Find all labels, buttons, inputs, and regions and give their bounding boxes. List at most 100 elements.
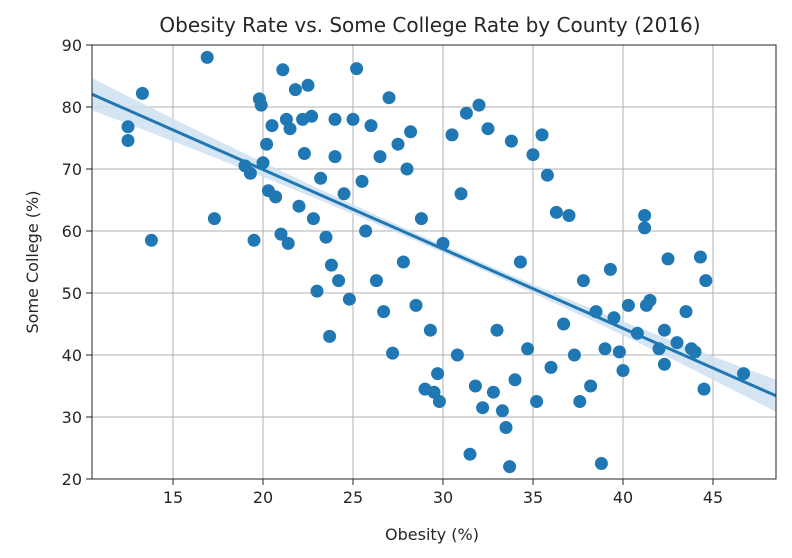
data-point: [243, 166, 257, 180]
data-point: [328, 112, 342, 126]
data-point: [616, 364, 630, 377]
x-tick-label: 25: [343, 488, 363, 507]
data-point: [679, 305, 693, 319]
data-point: [468, 379, 482, 393]
data-point: [274, 227, 288, 241]
data-point: [490, 323, 504, 337]
x-tick-label: 35: [523, 488, 543, 507]
y-tick-label: 70: [62, 160, 82, 179]
data-point: [288, 83, 302, 97]
data-point: [544, 360, 558, 374]
data-point: [612, 345, 626, 359]
data-point: [486, 385, 500, 399]
data-point: [535, 128, 549, 142]
data-point: [454, 187, 468, 201]
data-point: [414, 212, 428, 226]
x-tick-label: 20: [253, 488, 273, 507]
y-tick-label: 30: [62, 408, 82, 427]
y-tick-label: 50: [62, 284, 82, 303]
data-point: [508, 373, 522, 387]
data-point: [638, 221, 652, 235]
data-point: [337, 187, 351, 201]
data-point: [699, 274, 713, 288]
data-point: [638, 209, 652, 222]
data-point: [364, 119, 378, 133]
data-point: [342, 292, 356, 306]
data-point: [207, 212, 221, 226]
data-point: [373, 150, 387, 164]
data-point: [382, 91, 396, 105]
data-point: [670, 336, 684, 350]
data-point: [549, 205, 563, 219]
data-point: [281, 236, 295, 250]
data-point: [540, 168, 554, 182]
data-point: [256, 156, 270, 170]
data-point: [445, 128, 459, 142]
data-point: [269, 190, 283, 204]
data-point: [283, 122, 297, 136]
data-point: [400, 162, 414, 176]
data-point: [513, 255, 527, 269]
data-point: [323, 329, 337, 343]
data-point: [260, 137, 274, 151]
y-axis-label: Some College (%): [23, 191, 42, 334]
regression-line: [92, 92, 776, 398]
data-point: [276, 63, 290, 77]
data-point: [377, 305, 391, 319]
data-point: [607, 311, 621, 325]
data-point: [504, 134, 518, 148]
data-point: [530, 395, 544, 408]
data-point: [200, 50, 214, 64]
data-point: [314, 171, 328, 185]
plot-frame: [91, 44, 777, 480]
data-point: [737, 367, 751, 381]
data-point: [297, 147, 311, 160]
data-point: [657, 357, 671, 371]
data-point: [657, 323, 671, 337]
data-point: [431, 367, 445, 381]
data-point: [319, 230, 333, 244]
data-point: [144, 233, 158, 247]
data-point: [557, 317, 571, 331]
data-point: [495, 404, 509, 418]
data-point: [603, 262, 617, 276]
data-point: [391, 137, 405, 151]
data-point: [247, 233, 261, 247]
data-point: [499, 421, 513, 434]
data-point: [301, 78, 315, 92]
data-point: [693, 250, 707, 264]
data-point: [481, 122, 495, 136]
data-point: [643, 293, 657, 307]
data-point: [621, 298, 635, 312]
data-point: [359, 224, 373, 238]
data-point: [135, 86, 149, 100]
data-point: [409, 298, 423, 312]
data-point: [697, 382, 711, 396]
data-point: [567, 348, 581, 362]
data-point: [450, 348, 464, 362]
data-point: [661, 252, 675, 266]
x-tick-label: 40: [613, 488, 633, 507]
data-point: [396, 255, 410, 269]
data-point: [688, 345, 702, 359]
data-point: [432, 395, 446, 408]
y-tick-label: 20: [62, 470, 82, 489]
data-point: [404, 125, 418, 139]
x-tick-label: 30: [433, 488, 453, 507]
data-point: [292, 199, 306, 213]
chart-title: Obesity Rate vs. Some College Rate by Co…: [159, 13, 700, 37]
data-point: [121, 134, 135, 147]
data-point: [305, 109, 319, 123]
data-point: [521, 342, 535, 356]
y-tick-label: 40: [62, 346, 82, 365]
data-point: [576, 274, 590, 288]
data-point: [423, 323, 437, 337]
data-point: [459, 106, 473, 120]
data-point: [598, 342, 612, 356]
data-point: [254, 98, 268, 112]
data-point: [526, 148, 540, 162]
data-point: [355, 174, 369, 188]
data-point: [306, 212, 320, 226]
data-point: [369, 274, 383, 288]
data-point: [463, 447, 477, 461]
